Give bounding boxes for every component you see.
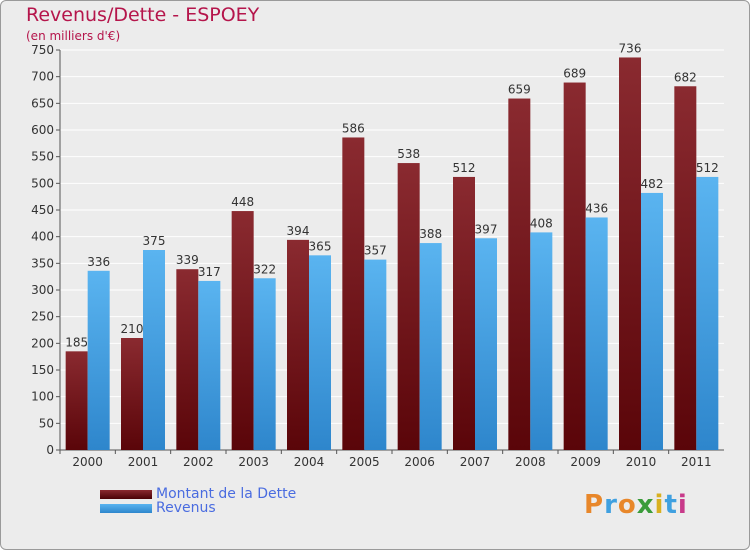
x-tick-label: 2007 bbox=[460, 455, 491, 469]
logo-letter: i bbox=[677, 490, 688, 520]
legend-swatch-revenus bbox=[100, 503, 152, 513]
logo-letter: r bbox=[604, 490, 618, 520]
proxiti-logo: Proxiti bbox=[584, 490, 688, 520]
bar-revenus bbox=[143, 250, 165, 450]
bar-revenus bbox=[530, 232, 553, 450]
bar-revenus bbox=[87, 270, 110, 450]
data-label-revenus: 388 bbox=[419, 227, 442, 241]
bar-revenus bbox=[585, 217, 608, 450]
legend-label-dette: Montant de la Dette bbox=[156, 486, 297, 502]
bar-revenus bbox=[475, 238, 497, 450]
logo-letter: P bbox=[584, 490, 605, 520]
y-tick-label: 450 bbox=[31, 203, 54, 217]
y-tick-label: 650 bbox=[31, 96, 54, 110]
y-tick-label: 150 bbox=[31, 363, 54, 377]
x-tick-label: 2000 bbox=[72, 455, 103, 469]
logo-letter: i bbox=[654, 490, 665, 520]
bar-dette bbox=[65, 351, 88, 450]
x-tick-label: 2009 bbox=[570, 455, 601, 469]
legend-item-revenus: Revenus bbox=[100, 499, 216, 517]
logo-letter: t bbox=[664, 490, 678, 520]
logo-letter: o bbox=[617, 490, 637, 520]
y-tick-label: 0 bbox=[46, 443, 54, 457]
bar-dette bbox=[619, 57, 641, 450]
data-label-revenus: 436 bbox=[585, 201, 608, 215]
data-label-revenus: 357 bbox=[364, 244, 387, 258]
x-tick-label: 2011 bbox=[681, 455, 712, 469]
plot-area bbox=[60, 50, 724, 450]
bar-dette bbox=[231, 211, 254, 450]
bar-revenus bbox=[641, 192, 663, 450]
chart-title: Revenus/Dette - ESPOEY bbox=[26, 4, 260, 26]
x-tick-label: 2005 bbox=[349, 455, 380, 469]
y-tick-label: 200 bbox=[31, 336, 54, 350]
bar-dette bbox=[397, 163, 420, 451]
data-label-revenus: 365 bbox=[309, 239, 332, 253]
bar-dette bbox=[287, 239, 309, 450]
data-label-revenus: 397 bbox=[475, 222, 498, 236]
data-label-dette: 339 bbox=[176, 253, 199, 267]
y-tick-label: 750 bbox=[31, 43, 54, 57]
y-tick-label: 700 bbox=[31, 70, 54, 84]
data-label-dette: 682 bbox=[674, 70, 697, 84]
bar-dette bbox=[674, 86, 697, 451]
data-label-dette: 394 bbox=[287, 224, 310, 238]
data-label-dette: 448 bbox=[231, 195, 254, 209]
legend-swatch-dette bbox=[100, 489, 152, 499]
data-label-dette: 659 bbox=[508, 83, 531, 97]
bar-dette bbox=[453, 176, 475, 450]
bar-dette bbox=[121, 338, 143, 450]
y-tick-label: 350 bbox=[31, 256, 54, 270]
data-label-dette: 586 bbox=[342, 121, 365, 135]
y-tick-label: 550 bbox=[31, 150, 54, 164]
bar-dette bbox=[176, 269, 199, 450]
legend-item-dette: Montant de la Dette bbox=[100, 485, 296, 503]
x-tick-label: 2004 bbox=[294, 455, 325, 469]
y-tick-label: 500 bbox=[31, 176, 54, 190]
data-label-dette: 689 bbox=[563, 67, 586, 81]
y-tick-label: 100 bbox=[31, 390, 54, 404]
data-label-revenus: 336 bbox=[87, 255, 110, 269]
data-label-dette: 538 bbox=[397, 147, 420, 161]
data-label-revenus: 512 bbox=[696, 161, 719, 175]
bar-revenus bbox=[253, 278, 276, 450]
y-tick-label: 600 bbox=[31, 123, 54, 137]
x-tick-label: 2002 bbox=[183, 455, 214, 469]
data-label-revenus: 317 bbox=[198, 265, 221, 279]
data-label-revenus: 375 bbox=[143, 234, 166, 248]
bar-revenus bbox=[364, 259, 387, 450]
data-label-dette: 736 bbox=[619, 41, 642, 55]
chart-subtitle: (en milliers d'€) bbox=[26, 29, 121, 43]
y-tick-label: 300 bbox=[31, 283, 54, 297]
x-tick-label: 2006 bbox=[404, 455, 435, 469]
bar-revenus bbox=[309, 255, 331, 450]
data-label-revenus: 408 bbox=[530, 216, 553, 230]
bar-dette bbox=[563, 82, 586, 451]
y-tick-label: 400 bbox=[31, 230, 54, 244]
bar-dette bbox=[508, 98, 531, 451]
data-label-revenus: 322 bbox=[253, 262, 276, 276]
bar-revenus bbox=[419, 243, 442, 450]
data-label-dette: 512 bbox=[453, 161, 476, 175]
y-tick-label: 250 bbox=[31, 310, 54, 324]
data-label-revenus: 482 bbox=[641, 177, 664, 191]
data-label-dette: 210 bbox=[121, 322, 144, 336]
data-label-dette: 185 bbox=[65, 335, 88, 349]
bar-revenus bbox=[198, 280, 221, 450]
bar-revenus bbox=[696, 176, 719, 450]
logo-letter: x bbox=[636, 490, 655, 520]
y-tick-label: 50 bbox=[39, 416, 54, 430]
x-tick-label: 2003 bbox=[238, 455, 269, 469]
bar-dette bbox=[342, 137, 365, 450]
x-tick-label: 2008 bbox=[515, 455, 546, 469]
x-tick-label: 2010 bbox=[626, 455, 657, 469]
x-tick-label: 2001 bbox=[128, 455, 159, 469]
legend-label-revenus: Revenus bbox=[156, 500, 216, 516]
